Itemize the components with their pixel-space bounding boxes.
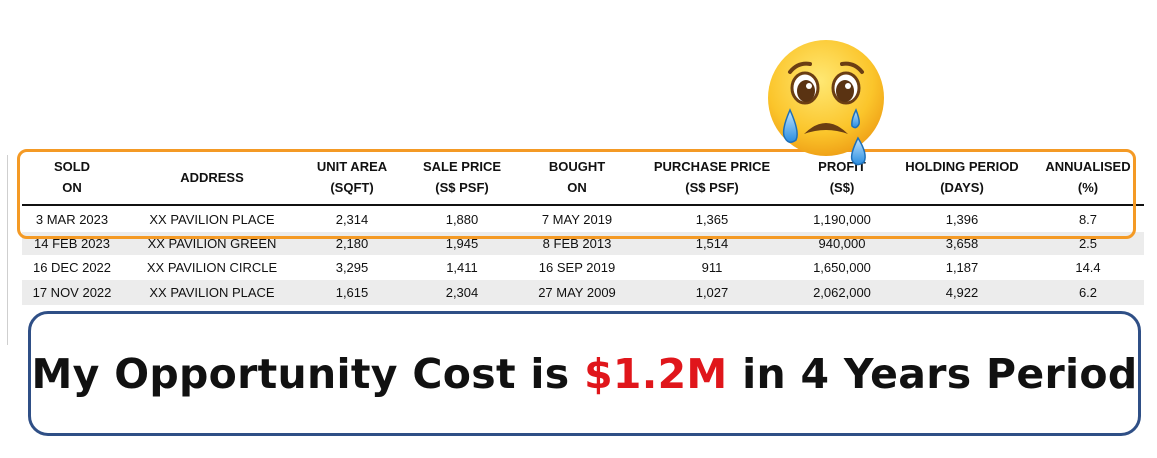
callout-box: My Opportunity Cost is $1.2M in 4 Years … <box>28 311 1141 436</box>
callout-text-after: in 4 Years Period <box>727 349 1138 398</box>
table-cell: 1,190,000 <box>813 211 871 227</box>
callout-amount: $1.2M <box>584 349 728 398</box>
table-cell: 8.7 <box>1078 211 1098 227</box>
column-header-sale-price: SALE PRICE (S$ PSF) <box>422 159 501 195</box>
table-cell: 27 MAY 2009 <box>522 280 632 305</box>
table-cell: 16 DEC 2022 <box>22 255 122 280</box>
table-cell: 2,304 <box>402 280 522 305</box>
crying-face-icon <box>768 40 884 166</box>
table-row: 17 NOV 2022 XX PAVILION PLACE 1,615 2,30… <box>22 280 1144 305</box>
table-cell: 14.4 <box>1032 255 1144 280</box>
table-cell: 17 NOV 2022 <box>22 280 122 305</box>
table-cell: 2,062,000 <box>792 280 892 305</box>
table-cell: 4,922 <box>892 280 1032 305</box>
table-cell: 16 SEP 2019 <box>522 255 632 280</box>
transactions-table: SOLD ON ADDRESS UNIT AREA (SQFT) SALE PRIC… <box>22 150 1144 305</box>
table-cell: XX PAVILION PLACE <box>149 211 275 227</box>
column-header-unit-area: UNIT AREA (SQFT) <box>316 159 388 195</box>
table-cell: XX PAVILION PLACE <box>122 280 302 305</box>
column-header-holding-period: HOLDING PERIOD (DAYS) <box>905 159 1019 195</box>
table-cell: 1,365 <box>695 211 729 227</box>
table-cell: 1,187 <box>892 255 1032 280</box>
table-cell: 7 MAY 2019 <box>541 211 613 227</box>
column-header-bought-on: BOUGHT ON <box>548 159 606 195</box>
column-header-annualised: ANNUALISED (%) <box>1045 159 1131 195</box>
table-cell: 1,411 <box>402 255 522 280</box>
column-header-purchase-price: PURCHASE PRICE (S$ PSF) <box>653 159 771 195</box>
table-row: 16 DEC 2022 XX PAVILION CIRCLE 3,295 1,4… <box>22 255 1144 280</box>
table-cell: 1,396 <box>945 211 979 227</box>
table-cell: 911 <box>632 255 792 280</box>
table-cell: 1,880 <box>445 211 479 227</box>
table-cell: 3,295 <box>302 255 402 280</box>
highlight-box <box>17 149 1136 239</box>
table-row: 3 MAR 2023 XX PAVILION PLACE 2,314 1,880… <box>22 205 1144 232</box>
callout-text: My Opportunity Cost is $1.2M in 4 Years … <box>32 350 1138 398</box>
table-cell: 1,615 <box>302 280 402 305</box>
table-cell: 6.2 <box>1032 280 1144 305</box>
table-cell: XX PAVILION CIRCLE <box>122 255 302 280</box>
table-cell: 1,650,000 <box>792 255 892 280</box>
callout-text-before: My Opportunity Cost is <box>31 349 585 398</box>
column-header-address: ADDRESS <box>180 169 244 185</box>
divider-line <box>7 155 8 345</box>
table-cell: 3 MAR 2023 <box>35 211 109 227</box>
column-header-sold-on: SOLD ON <box>53 159 91 195</box>
transactions-table-wrap: SOLD ON ADDRESS UNIT AREA (SQFT) SALE PRIC… <box>22 150 1144 305</box>
table-cell: 1,027 <box>632 280 792 305</box>
table-header-row: SOLD ON ADDRESS UNIT AREA (SQFT) SALE PRIC… <box>22 150 1144 205</box>
table-cell: 2,314 <box>335 211 369 227</box>
